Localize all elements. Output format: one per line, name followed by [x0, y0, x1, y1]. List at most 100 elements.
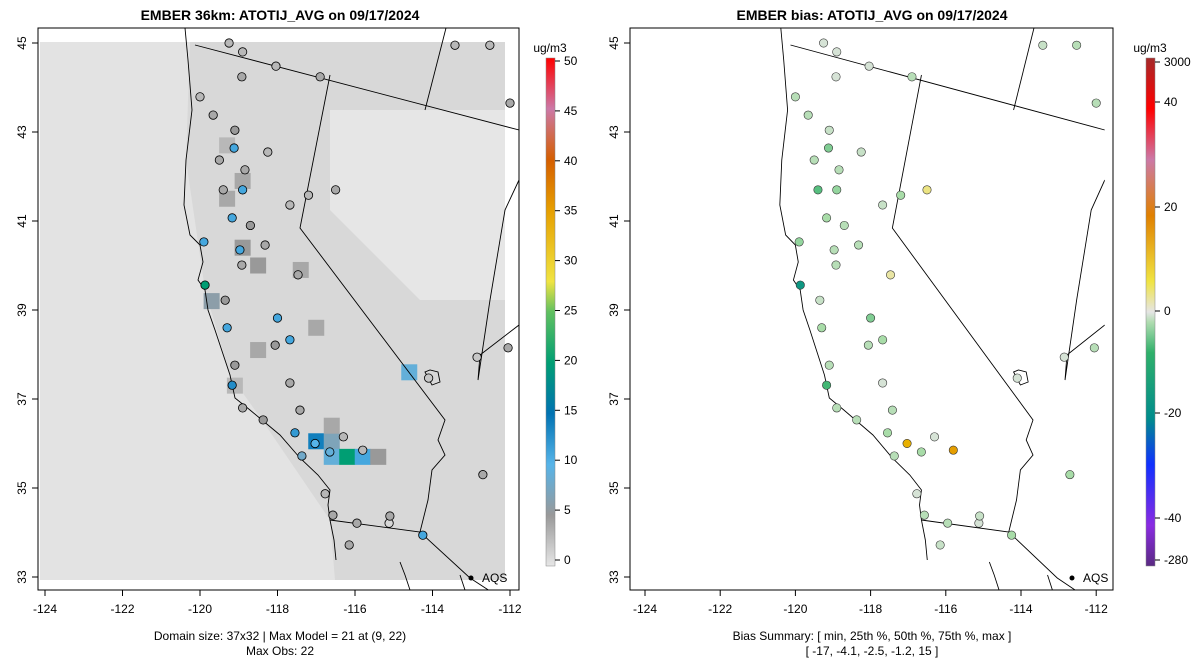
bias-site-marker[interactable]: [1059, 352, 1069, 362]
obs-site-marker[interactable]: [208, 110, 218, 120]
obs-site-marker[interactable]: [424, 373, 434, 383]
bias-site-marker[interactable]: [1038, 40, 1048, 50]
obs-site-marker[interactable]: [245, 220, 255, 231]
bias-site-marker[interactable]: [790, 92, 800, 102]
obs-site-marker[interactable]: [271, 61, 281, 71]
bias-site-marker[interactable]: [803, 110, 813, 120]
bias-site-marker[interactable]: [839, 220, 849, 230]
obs-site-marker[interactable]: [315, 72, 325, 82]
bias-site-marker[interactable]: [863, 340, 873, 350]
obs-site-marker[interactable]: [293, 270, 303, 280]
bias-site-marker[interactable]: [886, 270, 896, 280]
bias-site-marker[interactable]: [975, 511, 985, 521]
obs-site-marker[interactable]: [235, 245, 245, 255]
obs-site-marker[interactable]: [272, 313, 283, 323]
bias-site-marker[interactable]: [1012, 373, 1022, 383]
bias-site-marker[interactable]: [1072, 40, 1082, 50]
bias-site-marker[interactable]: [916, 447, 926, 457]
obs-site-marker[interactable]: [200, 280, 210, 290]
obs-site-marker[interactable]: [227, 213, 237, 223]
bias-site-marker[interactable]: [902, 438, 912, 448]
obs-site-marker[interactable]: [285, 200, 295, 210]
bias-site-marker[interactable]: [866, 313, 876, 323]
obs-site-marker[interactable]: [258, 415, 268, 425]
obs-site-marker[interactable]: [260, 240, 270, 250]
obs-site-marker[interactable]: [297, 451, 307, 461]
obs-site-marker[interactable]: [285, 335, 295, 345]
obs-site-marker[interactable]: [285, 378, 295, 388]
obs-site-marker[interactable]: [472, 352, 482, 362]
obs-site-marker[interactable]: [238, 403, 248, 413]
obs-site-marker[interactable]: [310, 438, 320, 449]
bias-site-marker[interactable]: [832, 185, 842, 195]
obs-site-marker[interactable]: [303, 190, 314, 200]
bias-site-marker[interactable]: [824, 360, 834, 370]
obs-site-marker[interactable]: [385, 511, 395, 521]
obs-site-marker[interactable]: [450, 40, 460, 50]
obs-site-marker[interactable]: [238, 47, 248, 57]
bias-site-marker[interactable]: [815, 295, 825, 305]
bias-site-marker[interactable]: [822, 380, 832, 390]
bias-site-marker[interactable]: [930, 432, 940, 442]
bias-site-marker[interactable]: [889, 451, 899, 461]
bias-site-marker[interactable]: [817, 323, 827, 333]
bias-site-marker[interactable]: [1007, 530, 1017, 540]
bias-site-marker[interactable]: [856, 147, 866, 157]
bias-site-marker[interactable]: [887, 405, 897, 415]
obs-site-marker[interactable]: [352, 518, 362, 528]
bias-site-marker[interactable]: [919, 510, 929, 520]
obs-site-marker[interactable]: [227, 380, 237, 390]
bias-site-marker[interactable]: [824, 125, 834, 135]
obs-site-marker[interactable]: [218, 185, 228, 195]
obs-site-marker[interactable]: [230, 125, 240, 135]
bias-site-marker[interactable]: [878, 335, 888, 345]
obs-site-marker[interactable]: [344, 540, 354, 550]
bias-site-marker[interactable]: [922, 185, 932, 195]
bias-site-marker[interactable]: [813, 185, 823, 195]
bias-site-marker[interactable]: [878, 378, 888, 388]
bias-site-marker[interactable]: [834, 165, 844, 175]
bias-site-marker[interactable]: [943, 518, 953, 528]
obs-site-marker[interactable]: [263, 147, 273, 157]
obs-site-marker[interactable]: [240, 165, 250, 175]
obs-site-marker[interactable]: [485, 40, 495, 50]
obs-site-marker[interactable]: [214, 155, 224, 165]
bias-site-marker[interactable]: [1091, 98, 1101, 108]
obs-site-marker[interactable]: [290, 428, 300, 438]
obs-site-marker[interactable]: [478, 470, 488, 480]
bias-site-marker[interactable]: [883, 428, 893, 438]
bias-site-marker[interactable]: [852, 415, 862, 425]
obs-site-marker[interactable]: [505, 98, 515, 108]
bias-site-marker[interactable]: [831, 72, 841, 82]
obs-site-marker[interactable]: [222, 323, 232, 333]
bias-site-marker[interactable]: [935, 540, 945, 550]
obs-site-marker[interactable]: [229, 143, 239, 153]
bias-site-marker[interactable]: [823, 143, 833, 153]
obs-site-marker[interactable]: [237, 260, 247, 270]
obs-site-marker[interactable]: [195, 92, 205, 102]
bias-site-marker[interactable]: [822, 213, 832, 223]
obs-site-marker[interactable]: [503, 343, 513, 353]
obs-site-marker[interactable]: [220, 295, 230, 305]
bias-site-marker[interactable]: [809, 155, 819, 165]
bias-site-marker[interactable]: [912, 489, 922, 499]
bias-site-marker[interactable]: [878, 200, 888, 210]
bias-site-marker[interactable]: [864, 61, 874, 71]
obs-site-marker[interactable]: [237, 72, 247, 82]
bias-site-marker[interactable]: [795, 280, 805, 290]
bias-site-marker[interactable]: [948, 445, 958, 455]
bias-site-marker[interactable]: [832, 47, 842, 57]
obs-site-marker[interactable]: [270, 340, 280, 350]
obs-site-marker[interactable]: [199, 237, 209, 247]
obs-site-marker[interactable]: [230, 360, 240, 370]
obs-site-marker[interactable]: [325, 447, 335, 457]
obs-site-marker[interactable]: [320, 489, 330, 499]
obs-site-marker[interactable]: [338, 432, 348, 442]
bias-site-marker[interactable]: [1065, 470, 1075, 480]
bias-site-marker[interactable]: [1089, 343, 1099, 353]
bias-site-marker[interactable]: [794, 237, 804, 247]
obs-site-marker[interactable]: [238, 185, 248, 195]
obs-site-marker[interactable]: [358, 445, 368, 455]
bias-site-marker[interactable]: [831, 260, 841, 270]
bias-site-marker[interactable]: [819, 38, 829, 48]
